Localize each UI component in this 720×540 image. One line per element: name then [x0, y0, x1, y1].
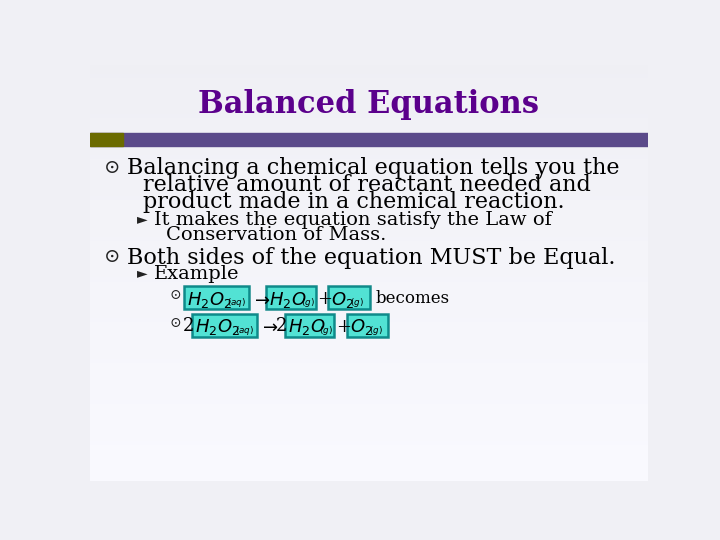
Text: $H_2O_2$: $H_2O_2$ — [187, 289, 232, 309]
Text: Example: Example — [153, 265, 239, 283]
Text: relative amount of reactant needed and: relative amount of reactant needed and — [143, 174, 590, 196]
FancyBboxPatch shape — [284, 314, 334, 336]
Text: $\rightarrow$: $\rightarrow$ — [251, 291, 271, 308]
Text: ⊙: ⊙ — [169, 316, 181, 330]
Text: $H_2O_2$: $H_2O_2$ — [194, 318, 240, 338]
Text: $O_2$: $O_2$ — [350, 318, 372, 338]
FancyBboxPatch shape — [192, 314, 256, 336]
Text: $O_2$: $O_2$ — [331, 289, 354, 309]
Text: Conservation of Mass.: Conservation of Mass. — [166, 226, 387, 245]
Text: ⊙: ⊙ — [104, 248, 120, 266]
FancyBboxPatch shape — [346, 314, 388, 336]
Text: product made in a chemical reaction.: product made in a chemical reaction. — [143, 191, 564, 213]
Text: $\rightarrow$: $\rightarrow$ — [259, 318, 279, 336]
Text: ⊙: ⊙ — [104, 159, 120, 177]
Text: +: + — [317, 291, 332, 308]
Text: $_{(g)}$: $_{(g)}$ — [369, 323, 383, 336]
Text: Balancing a chemical equation tells you the: Balancing a chemical equation tells you … — [127, 157, 620, 179]
Text: $_{(g)}$: $_{(g)}$ — [351, 296, 364, 309]
Text: 2: 2 — [183, 318, 194, 335]
Text: Both sides of the equation MUST be Equal.: Both sides of the equation MUST be Equal… — [127, 247, 616, 268]
Text: Balanced Equations: Balanced Equations — [199, 89, 539, 120]
Text: 2: 2 — [276, 318, 287, 335]
Text: $_{(g)}$: $_{(g)}$ — [301, 296, 315, 309]
Text: It makes the equation satisfy the Law of: It makes the equation satisfy the Law of — [153, 211, 552, 229]
FancyBboxPatch shape — [266, 286, 315, 309]
Text: $H_2O$: $H_2O$ — [269, 289, 307, 309]
Text: ►: ► — [138, 213, 148, 227]
Text: $_{(aq)}$: $_{(aq)}$ — [235, 323, 254, 336]
Text: ⊙: ⊙ — [169, 288, 181, 302]
Text: becomes: becomes — [375, 291, 449, 307]
Text: +: + — [336, 318, 351, 336]
FancyBboxPatch shape — [328, 286, 370, 309]
Text: $_{(g)}$: $_{(g)}$ — [320, 323, 333, 336]
Text: ►: ► — [138, 267, 148, 281]
Text: $_{(aq)}$: $_{(aq)}$ — [228, 296, 246, 309]
Bar — [90, 132, 122, 146]
Text: $H_2O$: $H_2O$ — [287, 318, 325, 338]
Bar — [90, 132, 648, 146]
FancyBboxPatch shape — [184, 286, 249, 309]
